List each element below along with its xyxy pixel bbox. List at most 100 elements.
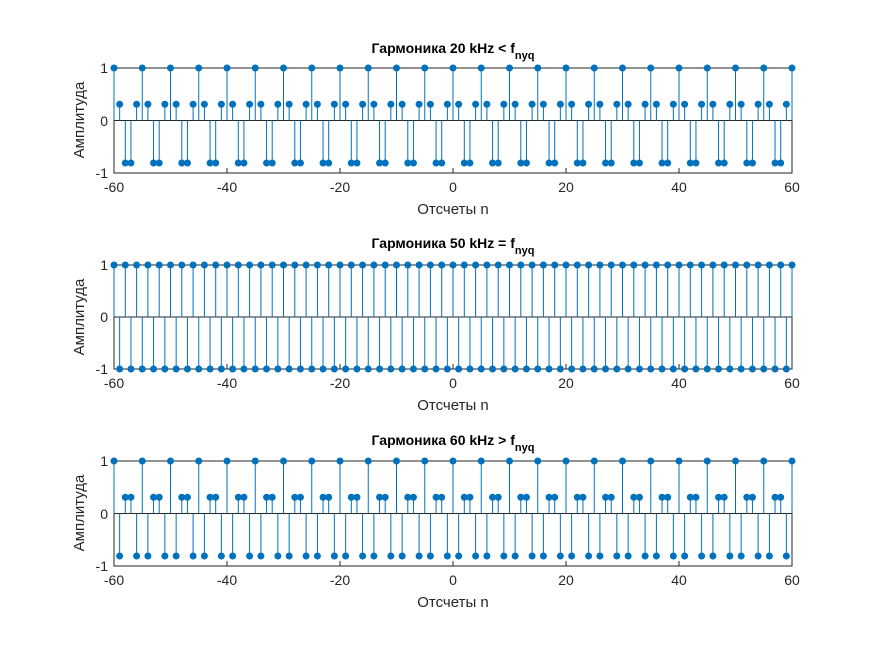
stem-marker: [675, 261, 683, 269]
stem-marker: [489, 493, 497, 501]
stem-marker: [296, 365, 304, 373]
stem-marker: [353, 159, 361, 167]
stem-marker: [409, 365, 417, 373]
stem-marker: [381, 159, 389, 167]
subplot-1-xtick-label: -20: [330, 179, 350, 195]
stem-marker: [381, 493, 389, 501]
stem-marker: [675, 64, 683, 72]
subplot-3-xtick-label: 20: [558, 572, 574, 588]
stem-marker: [782, 552, 790, 560]
subplot-1-ylabel: Амплитуда: [71, 81, 88, 158]
stem-marker: [200, 100, 208, 108]
stem-marker: [709, 552, 717, 560]
stem-marker: [624, 100, 632, 108]
stem-marker: [737, 552, 745, 560]
stem-marker: [522, 493, 530, 501]
stem-marker: [500, 365, 508, 373]
subplot-3-xlabel: Отсчеты n: [417, 594, 489, 611]
stem-marker: [590, 64, 598, 72]
stem-marker: [641, 261, 649, 269]
stem-marker: [353, 365, 361, 373]
stem-marker: [703, 365, 711, 373]
subplot-3-xtick-label: -20: [330, 572, 350, 588]
stem-marker: [381, 261, 389, 269]
stem-marker: [234, 493, 242, 501]
stem-marker: [116, 100, 124, 108]
stem-marker: [737, 365, 745, 373]
stem-marker: [421, 457, 429, 465]
stem-marker: [240, 493, 248, 501]
stem-marker: [754, 100, 762, 108]
subplot-2: Гармоника 50 kHz = fnyq -60 -40 -20 0 20…: [71, 235, 800, 414]
stem-marker: [675, 457, 683, 465]
stem-marker: [686, 261, 694, 269]
subplot-3-plot-area: [110, 457, 796, 567]
stem-marker: [466, 365, 474, 373]
stem-marker: [353, 493, 361, 501]
stem-marker: [669, 365, 677, 373]
stem-marker: [579, 159, 587, 167]
stem-marker: [641, 100, 649, 108]
stem-marker: [206, 493, 214, 501]
stem-marker: [116, 365, 124, 373]
stem-marker: [511, 100, 519, 108]
stem-marker: [144, 261, 152, 269]
stem-marker: [607, 493, 615, 501]
stem-marker: [217, 100, 225, 108]
stem-marker: [590, 365, 598, 373]
stem-marker: [189, 552, 197, 560]
stem-marker: [494, 261, 502, 269]
stem-marker: [726, 365, 734, 373]
stem-marker: [607, 159, 615, 167]
stem-marker: [551, 261, 559, 269]
stem-marker: [178, 261, 186, 269]
stem-marker: [144, 100, 152, 108]
stem-marker: [652, 100, 660, 108]
stem-marker: [257, 261, 265, 269]
stem-marker: [178, 493, 186, 501]
stem-marker: [771, 365, 779, 373]
stem-marker: [291, 493, 299, 501]
stem-marker: [669, 552, 677, 560]
stem-marker: [596, 552, 604, 560]
stem-marker: [223, 261, 231, 269]
stem-marker: [573, 159, 581, 167]
stem-marker: [150, 159, 158, 167]
stem-marker: [172, 365, 180, 373]
stem-marker: [720, 261, 728, 269]
stem-marker: [308, 365, 316, 373]
stem-marker: [364, 365, 372, 373]
stem-marker: [319, 493, 327, 501]
subplot-1-xtick-label: 60: [784, 179, 800, 195]
subplot-3-ytick-label: 0: [100, 506, 108, 522]
stem-marker: [167, 64, 174, 72]
stem-marker: [449, 457, 457, 465]
stem-marker: [144, 552, 152, 560]
stem-marker: [308, 64, 316, 72]
stem-marker: [325, 493, 333, 501]
stem-marker: [432, 159, 440, 167]
stem-marker: [460, 159, 468, 167]
stem-marker: [415, 261, 423, 269]
stem-marker: [556, 552, 564, 560]
stem-marker: [398, 100, 406, 108]
stem-marker: [393, 261, 400, 269]
stem-marker: [330, 552, 338, 560]
stem-marker: [602, 493, 610, 501]
subplot-3-xtick-label: -40: [217, 572, 237, 588]
stem-marker: [765, 552, 773, 560]
subplot-1-xtick-label: 0: [449, 179, 457, 195]
stem-marker: [240, 365, 248, 373]
stem-marker: [212, 493, 220, 501]
stem-marker: [658, 493, 666, 501]
stem-marker: [585, 261, 593, 269]
stem-marker: [743, 261, 751, 269]
stem-marker: [150, 493, 158, 501]
stem-marker: [133, 100, 141, 108]
stem-marker: [195, 64, 203, 72]
stem-marker: [296, 159, 304, 167]
subplot-3-title-subscript: nyq: [515, 442, 535, 454]
stem-marker: [568, 100, 576, 108]
stem-marker: [443, 552, 451, 560]
stem-marker: [692, 159, 700, 167]
